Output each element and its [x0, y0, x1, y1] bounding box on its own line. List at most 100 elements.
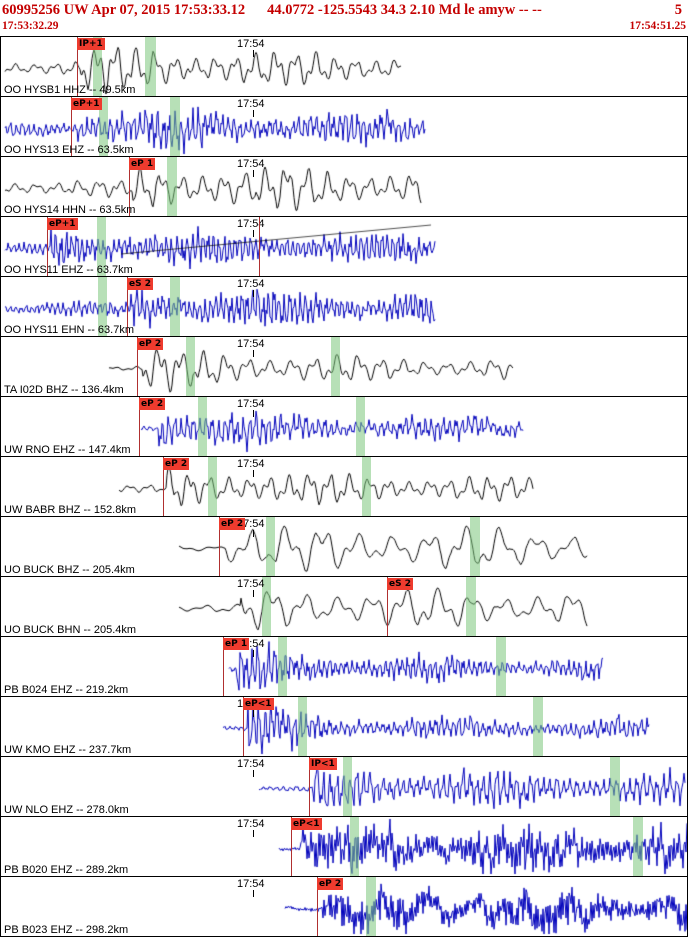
highlight-band [366, 877, 376, 936]
trace-panels: IP+1 17:54 OO HYSB1 HHZ -- 49.5km eP+1 17:54… [0, 36, 688, 937]
pick-line [163, 457, 164, 516]
station-label: OO HYS14 HHN -- 63.5km [4, 204, 136, 216]
waveform-canvas[interactable] [1, 37, 687, 96]
trace-panel-9[interactable]: eP 2 17:54 UO BUCK BHZ -- 205.4km [0, 516, 688, 577]
highlight-band [208, 457, 217, 516]
waveform-canvas[interactable] [1, 337, 687, 396]
highlight-band [170, 97, 180, 156]
station-label: UW KMO EHZ -- 237.7km [4, 744, 132, 756]
phase-pick-flag[interactable]: eP<1 [243, 698, 274, 710]
minute-tick [253, 350, 254, 357]
waveform-canvas[interactable] [1, 697, 687, 756]
phase-pick-flag[interactable]: eP 2 [219, 518, 246, 530]
highlight-band [186, 337, 195, 396]
highlight-band [350, 817, 359, 876]
phase-pick-flag[interactable]: IP+1 [77, 38, 105, 50]
phase-pick-flag[interactable]: eP<1 [291, 818, 322, 830]
trace-panel-4[interactable]: eP+1 17:54 OO HYS11 EHZ -- 63.7km [0, 216, 688, 277]
minute-tick [253, 410, 254, 417]
phase-pick-flag[interactable]: IP<1 [309, 758, 337, 770]
window-start-time: 17:53:32.29 [2, 20, 59, 32]
highlight-band [266, 517, 275, 576]
trace-panel-6[interactable]: eP 2 17:54 TA I02D BHZ -- 136.4km [0, 336, 688, 397]
trace-panel-3[interactable]: eP 1 17:54 OO HYS14 HHN -- 63.5km [0, 156, 688, 217]
phase-pick-flag[interactable]: eP 1 [129, 158, 156, 170]
highlight-band [343, 757, 352, 816]
highlight-band [98, 277, 107, 336]
pick-line [139, 397, 140, 456]
trace-panel-14[interactable]: eP<1 17:54 PB B020 EHZ -- 289.2km [0, 816, 688, 877]
highlight-band [466, 577, 476, 636]
highlight-band [496, 637, 506, 696]
minute-label: 17:54 [237, 878, 265, 890]
waveform-canvas[interactable] [1, 217, 687, 276]
minute-tick [253, 650, 254, 657]
waveform-canvas[interactable] [1, 817, 687, 876]
phase-pick-flag[interactable]: eP+1 [71, 98, 102, 110]
pick-line [129, 157, 130, 216]
trace-panel-13[interactable]: IP<1 17:54 UW NLO EHZ -- 278.0km [0, 756, 688, 817]
minute-label: 17:54 [237, 98, 265, 110]
phase-pick-flag[interactable]: eP 1 [223, 638, 250, 650]
pick-line [223, 637, 224, 696]
highlight-band [362, 457, 371, 516]
station-label: PB B023 EHZ -- 298.2km [4, 924, 129, 936]
window-end-time: 17:54:51.25 [629, 20, 686, 32]
station-label: OO HYS11 EHN -- 63.7km [4, 324, 134, 336]
trace-panel-15[interactable]: eP 2 17:54 PB B023 EHZ -- 298.2km [0, 876, 688, 937]
highlight-band [610, 757, 620, 816]
station-label: UO BUCK BHN -- 205.4km [4, 624, 137, 636]
pick-line [243, 697, 244, 756]
minute-tick [253, 530, 254, 537]
waveform-canvas[interactable] [1, 517, 687, 576]
trace-panel-5[interactable]: eS 2 17:54 OO HYS11 EHN -- 63.7km [0, 276, 688, 337]
phase-pick-flag[interactable]: eP 2 [317, 878, 344, 890]
minute-tick [253, 230, 254, 237]
minute-tick [253, 50, 254, 57]
minute-label: 17:54 [237, 818, 265, 830]
trace-panel-10[interactable]: eS 2 17:54 UO BUCK BHN -- 205.4km [0, 576, 688, 637]
event-header: 60995256 UW Apr 07, 2015 17:53:33.12 44.… [0, 0, 688, 20]
minute-label: 17:54 [237, 278, 265, 290]
phase-pick-flag[interactable]: eP 2 [137, 338, 164, 350]
minute-tick [253, 290, 254, 297]
highlight-band [533, 697, 543, 756]
station-label: UW RNO EHZ -- 147.4km [4, 444, 131, 456]
waveform-canvas[interactable] [1, 877, 687, 936]
minute-label: 17:54 [237, 758, 265, 770]
time-mark-line [259, 217, 260, 276]
minute-tick [253, 710, 254, 717]
phase-pick-flag[interactable]: eS 2 [127, 278, 153, 290]
minute-label: 17:54 [237, 458, 265, 470]
highlight-band [298, 697, 307, 756]
station-label: UW BABR BHZ -- 152.8km [4, 504, 137, 516]
waveform-canvas[interactable] [1, 577, 687, 636]
pick-line [137, 337, 138, 396]
phase-pick-flag[interactable]: eP 2 [163, 458, 190, 470]
waveform-canvas[interactable] [1, 397, 687, 456]
trace-panel-8[interactable]: eP 2 17:54 UW BABR BHZ -- 152.8km [0, 456, 688, 517]
waveform-canvas[interactable] [1, 277, 687, 336]
phase-pick-flag[interactable]: eS 2 [387, 578, 413, 590]
highlight-band [198, 397, 207, 456]
trace-panel-2[interactable]: eP+1 17:54 OO HYS13 EHZ -- 63.5km [0, 96, 688, 157]
trace-panel-7[interactable]: eP 2 17:54 UW RNO EHZ -- 147.4km [0, 396, 688, 457]
phase-pick-flag[interactable]: eP+1 [47, 218, 78, 230]
waveform-canvas[interactable] [1, 157, 687, 216]
phase-pick-flag[interactable]: eP 2 [139, 398, 166, 410]
waveform-canvas[interactable] [1, 457, 687, 516]
station-label: PB B020 EHZ -- 289.2km [4, 864, 129, 876]
pick-line [291, 817, 292, 876]
minute-tick [253, 110, 254, 117]
waveform-canvas[interactable] [1, 637, 687, 696]
waveform-canvas[interactable] [1, 97, 687, 156]
highlight-band [93, 37, 102, 96]
pick-line [219, 517, 220, 576]
minute-label: 17:54 [237, 158, 265, 170]
trace-panel-1[interactable]: IP+1 17:54 OO HYSB1 HHZ -- 49.5km [0, 36, 688, 97]
trace-panel-11[interactable]: eP 1 17:54 PB B024 EHZ -- 219.2km [0, 636, 688, 697]
minute-tick [253, 890, 254, 897]
station-label: UW NLO EHZ -- 278.0km [4, 804, 129, 816]
